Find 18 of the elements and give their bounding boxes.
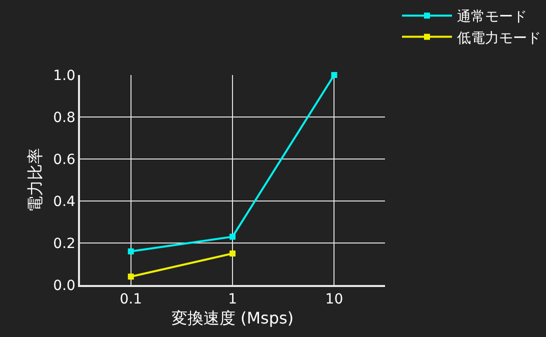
point	[230, 234, 236, 240]
point	[128, 274, 134, 280]
legend-label: 低電力モード	[457, 30, 541, 46]
y-tick-label: 0.0	[53, 278, 76, 294]
y-axis-title: 電力比率	[26, 148, 45, 212]
point	[230, 250, 236, 256]
x-tick-label: 0.1	[120, 292, 142, 308]
point	[128, 248, 134, 254]
y-tick-label: 0.4	[53, 194, 76, 210]
x-tick-label: 10	[325, 292, 344, 308]
y-tick-label: 0.8	[53, 110, 76, 126]
y-tick-label: 1.0	[53, 68, 76, 84]
point	[331, 72, 338, 78]
y-tick-label: 0.2	[53, 236, 76, 252]
y-tick-label: 0.6	[53, 152, 76, 168]
x-axis-title: 変換速度 (Msps)	[171, 308, 294, 328]
legend-label: 通常モード	[457, 9, 527, 26]
x-tick-label: 1	[228, 292, 237, 308]
